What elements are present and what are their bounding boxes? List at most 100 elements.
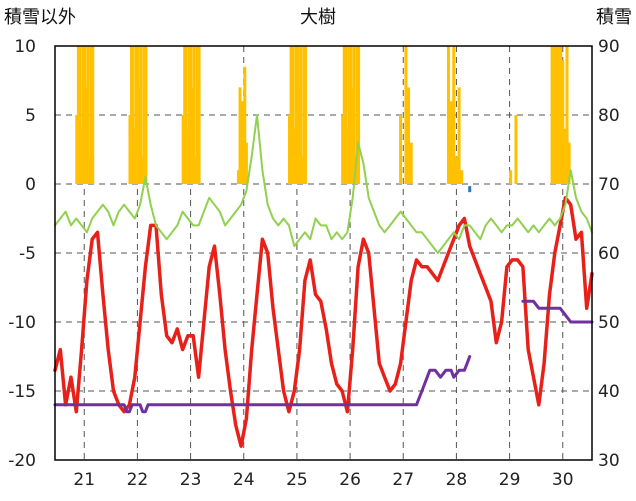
snow-bar [238,87,242,184]
snow-bar [352,46,356,184]
snow-bar [241,101,245,184]
right-axis-title: 積雪 [596,7,632,28]
snow-bar [514,115,518,184]
x-tick-label: 28 [446,470,468,490]
snow-bar [197,46,201,184]
y-left-tick-label: -10 [8,313,36,333]
snow-bar [191,87,195,184]
y-right-tick-label: 70 [598,175,620,195]
snow-bars [75,46,571,193]
snow-bar [446,46,450,184]
snow-bar [350,87,354,184]
x-tick-label: 27 [392,470,414,490]
snow-bar [295,46,299,184]
snow-bar [91,46,95,184]
snow-bar [345,128,349,184]
snow-bar [88,156,92,184]
snow-bar [290,115,294,184]
snow-bar [181,115,185,184]
y-left-tick-label: -20 [8,451,36,471]
snow-bar [89,46,93,184]
purple-series-line [53,355,472,414]
snow-bar [76,46,80,184]
snow-bar [563,128,567,184]
snow-bar [133,128,137,184]
snow-bar [131,46,135,184]
snow-bar [195,46,199,184]
snow-bar [141,156,145,184]
y-right-tick-label: 90 [598,37,620,57]
snow-bar [130,46,134,184]
snow-bar [342,46,346,184]
y-left-tick-label: -5 [19,244,36,264]
y-right-tick-label: 30 [598,451,620,471]
snow-bar [357,46,361,184]
snow-bar [302,46,306,184]
snow-bar [184,46,188,184]
series-lines [53,114,594,448]
y-right-tick-label: 80 [598,106,620,126]
y-left-tick-label: 10 [14,37,36,57]
x-tick-label: 26 [339,470,361,490]
snow-bar [80,128,84,184]
snow-bar [297,87,301,184]
snow-bar [186,128,190,184]
snow-bar [550,46,554,184]
snow-bar [139,46,143,184]
snow-bar [561,59,565,184]
x-tick-label: 23 [180,470,202,490]
snow-bar [287,115,291,184]
plot-frame [54,45,593,461]
snow-bar [565,46,569,184]
snow-bar [292,128,296,184]
snow-bar [567,142,571,184]
snow-bar [86,46,90,184]
snow-bar [554,46,558,184]
snow-bar [509,170,513,184]
snow-bar [81,46,85,184]
y-left-tick-label: -15 [8,382,36,402]
snow-bar [559,46,563,184]
snow-bar [243,66,247,184]
snow-bar [142,46,146,184]
x-tick-label: 25 [286,470,308,490]
snow-bar [188,46,192,184]
snow-bar [457,87,461,184]
red-series-line [53,196,594,448]
snow-bar [189,46,193,184]
left-axis-title: 積雪以外 [4,7,76,28]
snow-bar [84,87,88,184]
y-left-tick-label: 5 [25,106,36,126]
snow-bar [407,87,411,184]
snow-bar [192,46,196,184]
snow-bar [83,46,87,184]
snow-bar [134,46,138,184]
y-right-tick-label: 40 [598,382,620,402]
purple-series-line [521,299,594,324]
snow-bar [399,115,403,184]
snow-bar [341,115,345,184]
snow-bar [78,46,82,184]
snow-bar [136,46,140,184]
snow-bar [355,46,359,184]
snow-bar [75,115,79,184]
snow-bar [300,156,304,184]
chart-title: 大樹 [300,7,336,28]
x-tick-label: 24 [233,470,255,490]
snow-bar [344,46,348,184]
snow-bar [299,46,303,184]
y-left-tick-label: 0 [25,175,36,195]
snow-bar [449,101,453,184]
blue-mark [468,186,472,193]
snow-bar [552,46,556,184]
snow-bar [460,170,464,184]
snow-bar [128,115,132,184]
green-series-line [54,114,593,254]
plot-border [54,45,593,461]
x-tick-label: 30 [552,470,574,490]
snow-bar [452,46,456,184]
snow-bar [183,46,187,184]
